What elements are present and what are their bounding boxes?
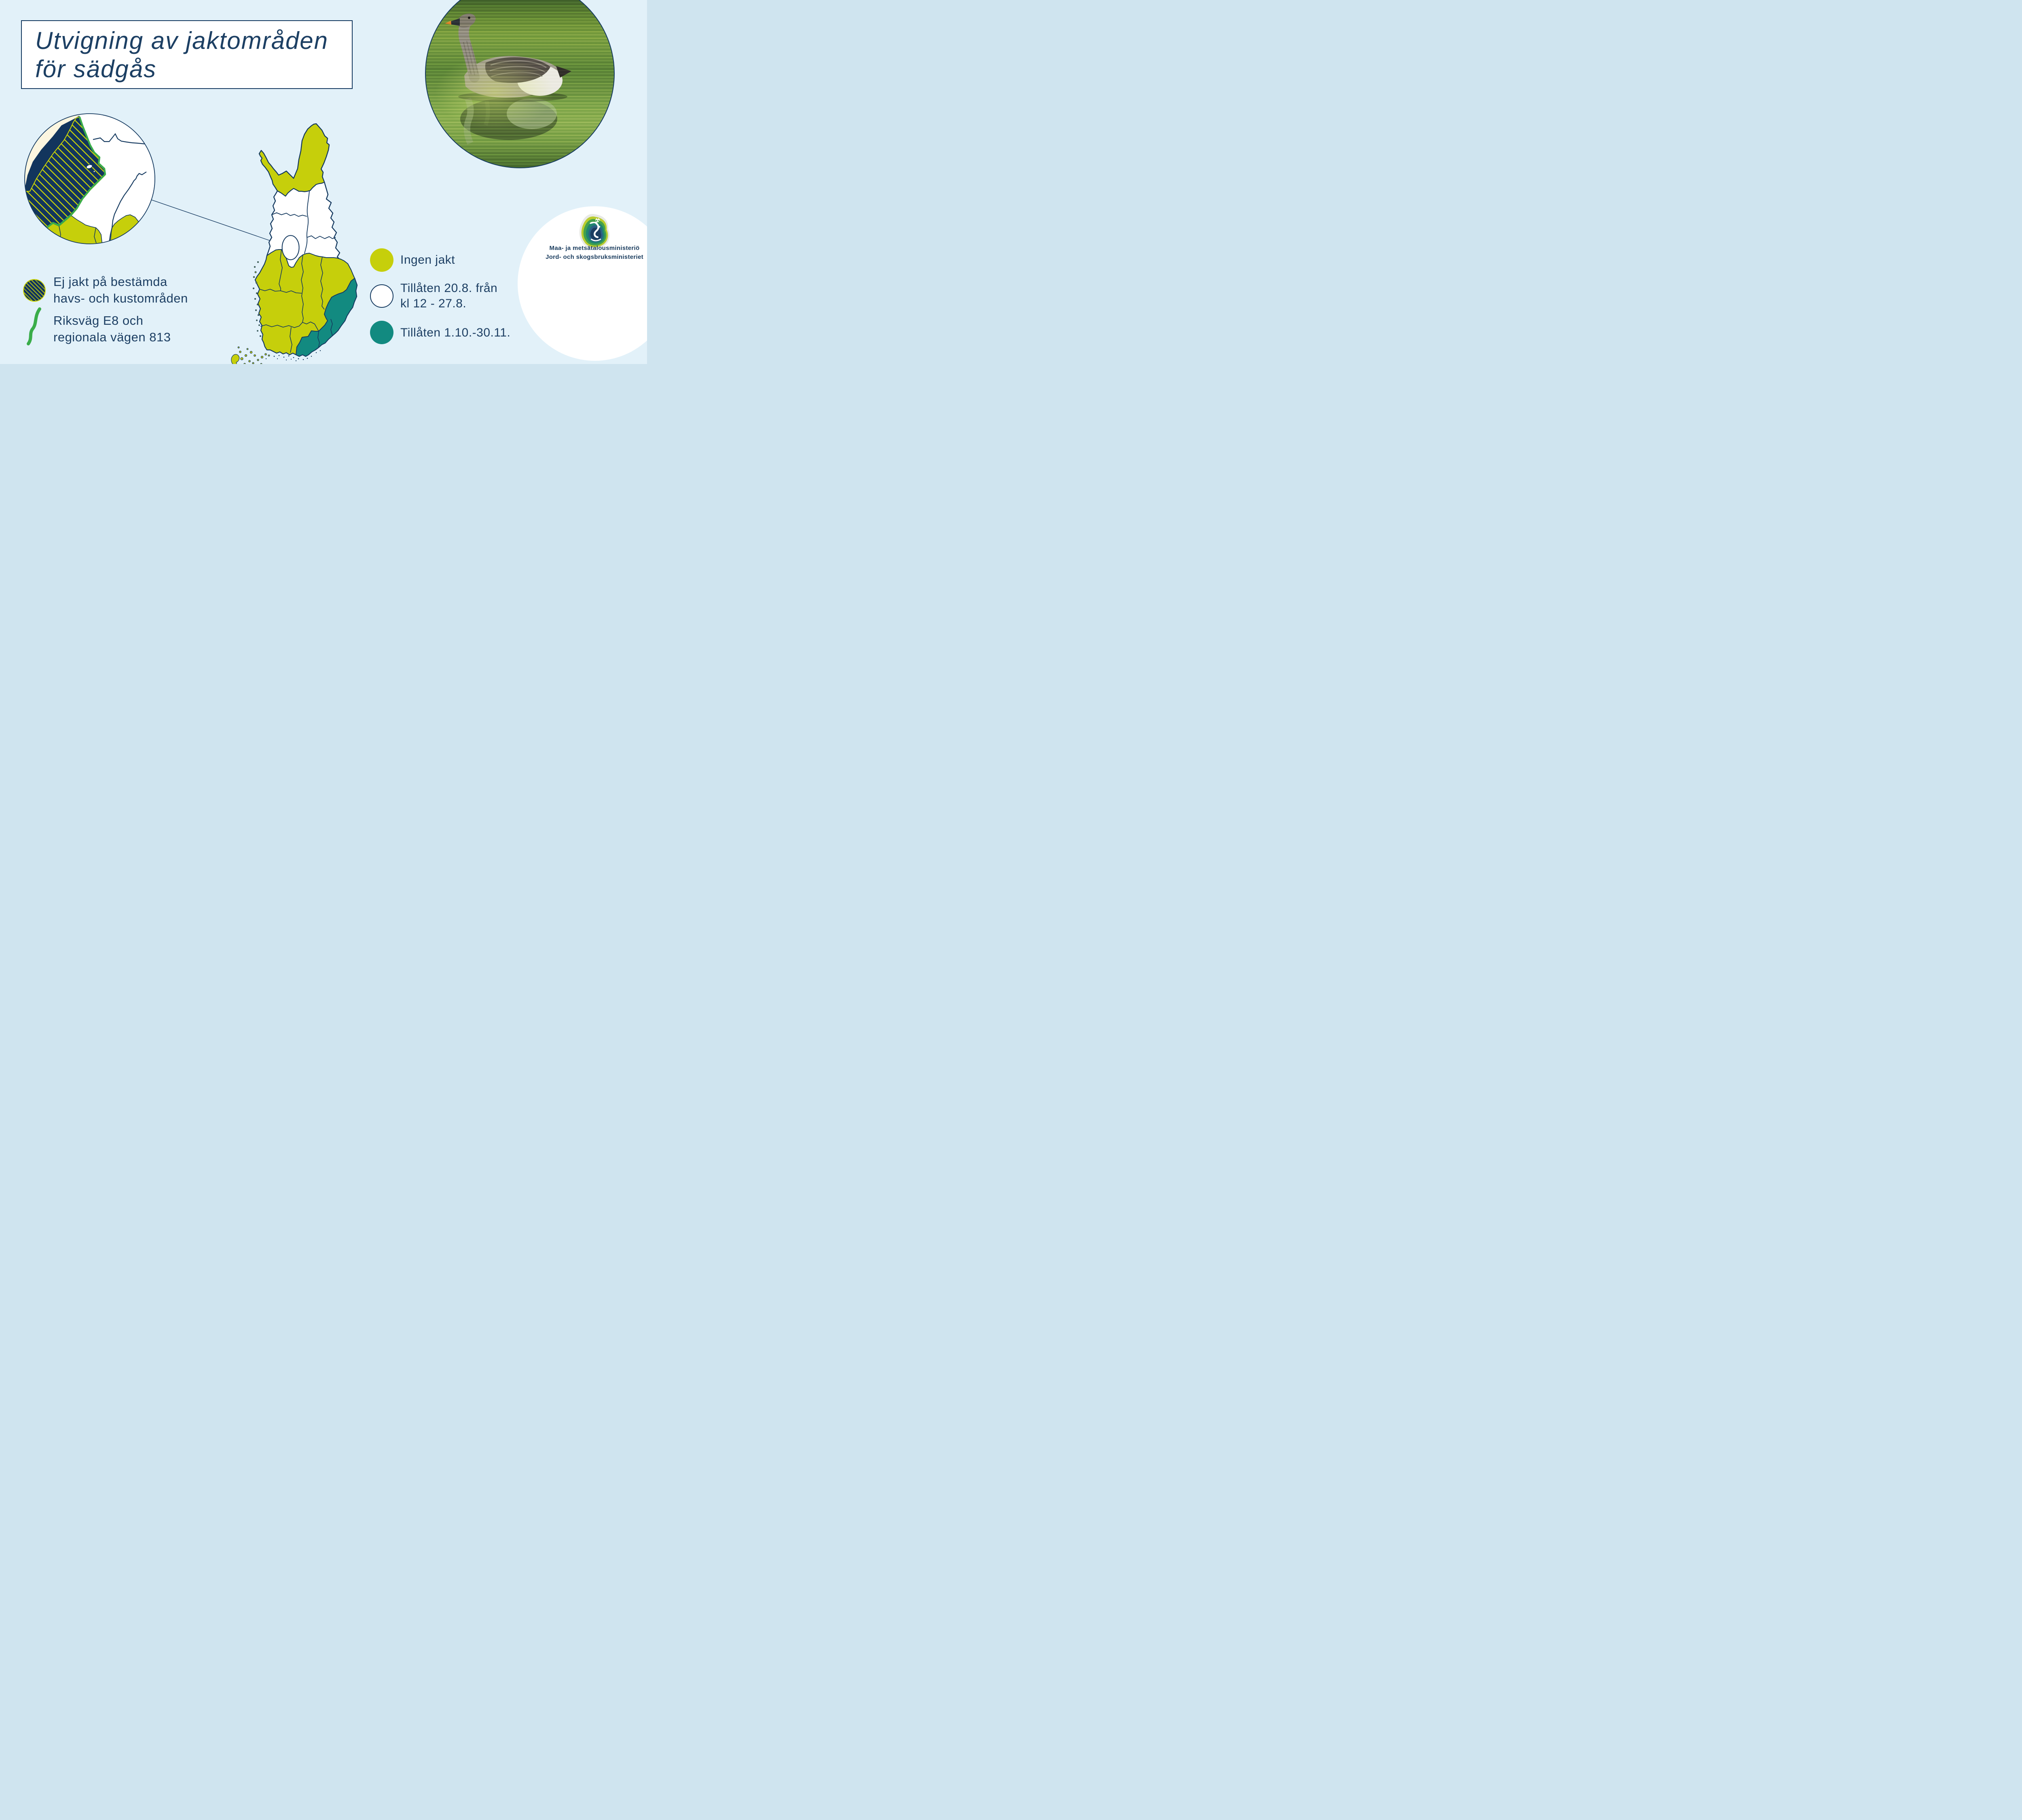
- region-southeast-teal: [296, 278, 357, 357]
- map-scene: [24, 113, 358, 364]
- inset-open-sea: [25, 114, 79, 187]
- water-ripples: [426, 0, 614, 167]
- ministry-name: Maa- ja metsätalousministeriö Jord- och …: [514, 244, 647, 262]
- region-borders-middle: [271, 190, 336, 254]
- archipelago-islands: [231, 261, 270, 364]
- goose-photo: [425, 0, 615, 168]
- inset-island: [86, 164, 93, 169]
- inset-circle-rim: [24, 113, 155, 244]
- legend-allowed-autumn: Tillåten 1.10.-30.11.: [400, 325, 510, 341]
- ministry-name-sv: Jord- och skogsbruksministeriet: [546, 254, 643, 260]
- legend-allowed-august: Tillåten 20.8. från kl 12 - 27.8.: [400, 281, 497, 311]
- page-title: Utvigning av jaktområden för sädgås: [35, 27, 328, 83]
- finland-map: [231, 123, 358, 364]
- legend-line: Tillåten 1.10.-30.11.: [400, 326, 511, 339]
- title-box: Utvigning av jaktområden för sädgås: [21, 20, 353, 89]
- legend-line: Tillåten 20.8. från: [400, 281, 498, 295]
- inset-land-borders: [93, 133, 147, 243]
- title-line-2: för sädgås: [35, 55, 157, 83]
- ministry-logo: [579, 214, 610, 249]
- connector-line: [151, 199, 282, 245]
- region-borders-south: [259, 249, 333, 353]
- road-line-icon: [27, 307, 41, 345]
- legend-line: Ej jakt på bestämda: [53, 275, 167, 289]
- inset-map: [25, 114, 155, 244]
- legend-line: havs- och kustområden: [53, 291, 188, 305]
- water-reflection-glow: [426, 40, 580, 145]
- legend-line: Ingen jakt: [400, 253, 455, 267]
- inset-islet: [93, 170, 95, 173]
- legend-line: kl 12 - 27.8.: [400, 297, 467, 310]
- yellow-circle-icon: [370, 248, 393, 272]
- hatched-circle-icon: [23, 279, 46, 302]
- lion-emblem: [590, 218, 601, 241]
- ministry-name-fi: Maa- ja metsätalousministeriö: [549, 245, 640, 252]
- legend-no-hunt-sea-areas: Ej jakt på bestämda havs- och kustområde…: [53, 273, 188, 307]
- teal-circle-icon: [370, 321, 393, 344]
- legend-line: Riksväg E8 och: [53, 313, 144, 328]
- legend-no-hunt: Ingen jakt: [400, 252, 455, 268]
- coastal-islets: [265, 350, 321, 362]
- legend-road-e8: Riksväg E8 och regionala vägen 813: [53, 312, 171, 345]
- inset-road-e8: [37, 116, 106, 237]
- region-lapland: [258, 123, 330, 197]
- legend-line: regionala vägen 813: [53, 330, 171, 344]
- location-marker: [281, 235, 300, 260]
- white-circle-icon: [370, 284, 393, 308]
- infographic-canvas: Utvigning av jaktområden för sädgås Ej j…: [0, 0, 647, 364]
- title-line-1: Utvigning av jaktområden: [35, 27, 329, 54]
